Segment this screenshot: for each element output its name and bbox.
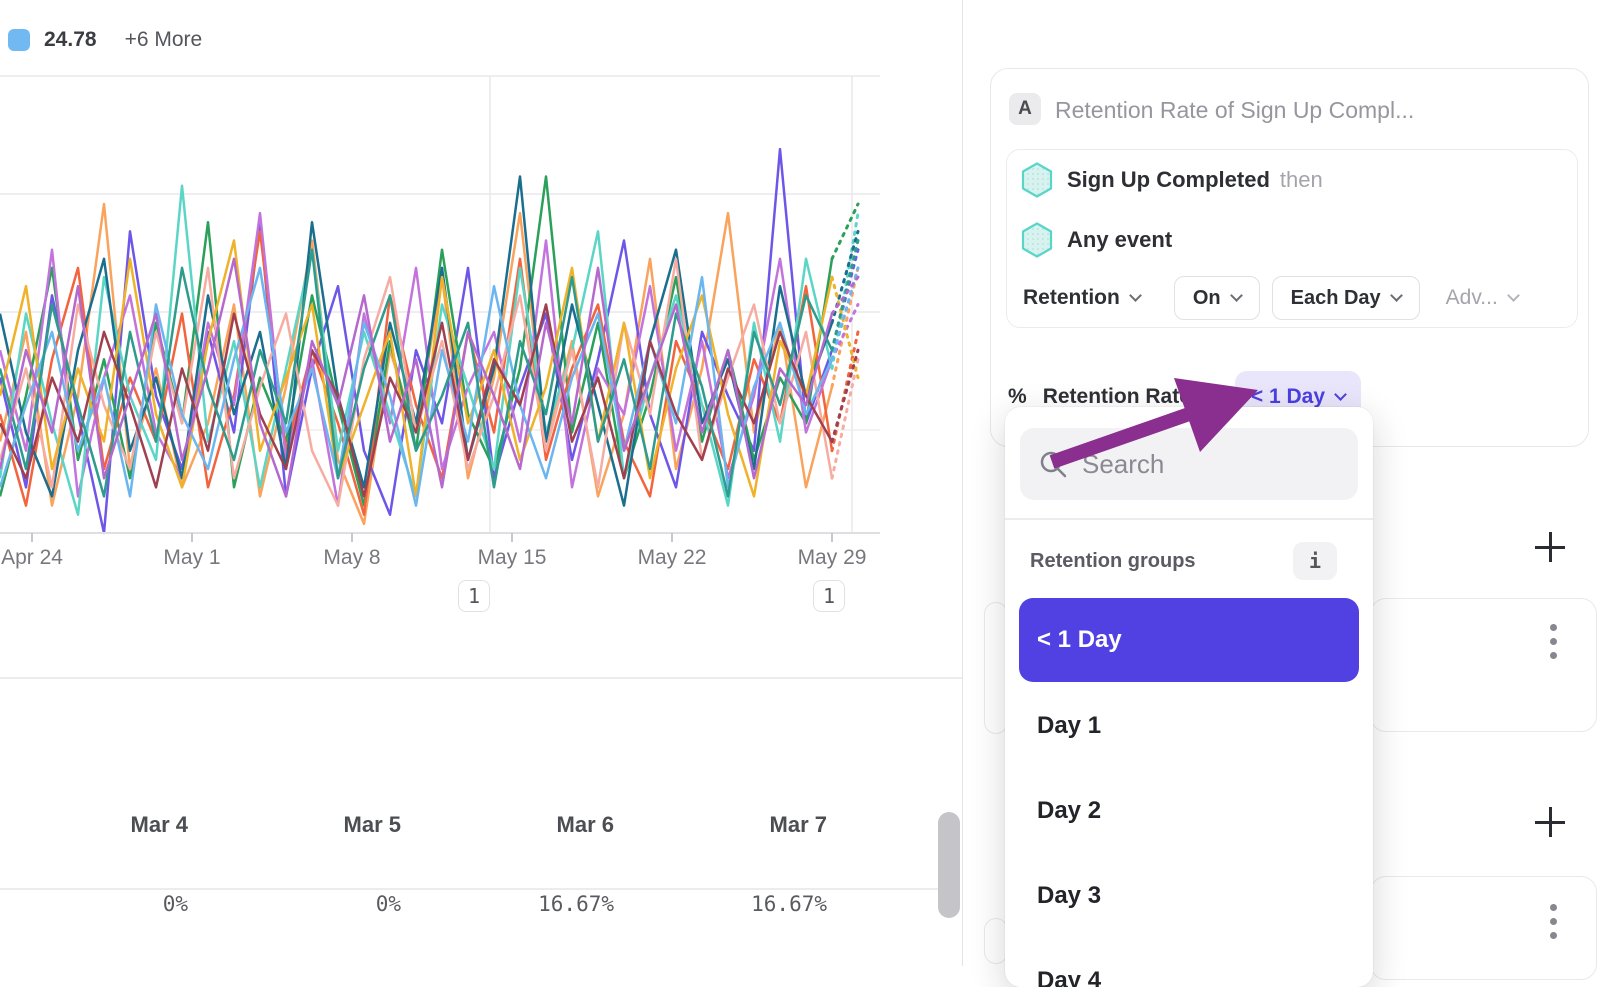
chevron-down-icon — [1334, 388, 1347, 401]
background-card-right-1 — [1370, 598, 1597, 732]
chart-line — [0, 211, 834, 507]
retention-group-option[interactable]: Day 1 — [1037, 711, 1102, 739]
advanced-dropdown[interactable]: Adv... — [1446, 286, 1520, 310]
page-button-2[interactable]: 1 — [813, 580, 845, 612]
event-name[interactable]: Sign Up Completed — [1067, 167, 1270, 192]
table-value-cell: 16.67% — [538, 892, 614, 916]
search-box[interactable] — [1020, 428, 1358, 500]
table-header-cell: Mar 7 — [769, 812, 827, 837]
x-axis-label: Apr 24 — [1, 546, 63, 569]
retention-group-option[interactable]: Day 3 — [1037, 881, 1102, 909]
search-input[interactable] — [1082, 448, 1312, 480]
chart-line-dotted-tail — [830, 275, 860, 316]
group-label: Retention groups — [1030, 550, 1196, 572]
add-metric-button[interactable] — [1532, 529, 1568, 565]
on-dropdown[interactable]: On — [1173, 276, 1260, 320]
chart-line — [0, 257, 834, 498]
event-row-1[interactable]: Sign Up Completed then — [1021, 162, 1323, 198]
retention-group-option[interactable]: < 1 Day — [1019, 598, 1359, 682]
dropdown-group-header: Retention groups i — [1005, 542, 1373, 588]
chart-section: 24.78 +6 More Apr 24 May 1 May 8 May 15 May … — [0, 0, 962, 918]
metric-letter-badge: A — [1009, 93, 1041, 125]
table-value-cell: 0% — [162, 892, 188, 916]
x-axis-label: May 8 — [323, 546, 381, 569]
legend-more-button[interactable]: +6 More — [124, 28, 203, 51]
retention-line-chart[interactable] — [0, 0, 880, 560]
chart-line-dotted-tail — [830, 357, 860, 480]
table-header-cell: Mar 6 — [556, 812, 614, 837]
event-block: Sign Up Completed then Any event Retentio… — [1006, 149, 1578, 328]
chart-line-dotted-tail — [830, 239, 860, 352]
event-name[interactable]: Any event — [1067, 227, 1173, 252]
chart-series-lines — [0, 147, 860, 535]
chevron-down-icon — [1229, 289, 1243, 302]
table-header-cell: Mar 5 — [343, 812, 401, 837]
x-axis-label: May 15 — [477, 546, 547, 569]
metric-title[interactable]: Retention Rate of Sign Up Compl... — [1055, 97, 1415, 123]
chevron-down-icon — [1389, 289, 1403, 302]
section-divider — [0, 677, 962, 679]
x-axis-ticks — [31, 533, 833, 542]
retention-group-option[interactable]: Day 2 — [1037, 796, 1102, 824]
measure-dropdown[interactable]: Retention Rate — [1042, 385, 1191, 408]
retention-group-dropdown: Retention groups i < 1 Day Day 1 Day 2 Day … — [1005, 407, 1373, 987]
table-value-cell: 0% — [375, 892, 401, 916]
then-label: then — [1279, 167, 1323, 192]
legend-series-value[interactable]: 24.78 — [44, 28, 97, 51]
retention-group-option[interactable]: Day 4 — [1037, 966, 1102, 987]
page-button-1[interactable]: 1 — [458, 580, 490, 612]
info-icon[interactable]: i — [1293, 542, 1337, 580]
kebab-menu-icon-2[interactable] — [1544, 898, 1563, 945]
x-axis-label: May 1 — [163, 546, 221, 569]
x-axis-label: May 29 — [797, 546, 867, 569]
chevron-down-icon — [1200, 388, 1213, 401]
retention-mode-dropdown[interactable]: Retention — [1023, 286, 1142, 310]
retention-controls: Retention On Each Day Adv... — [1023, 276, 1520, 320]
table-header-cell: Mar 4 — [130, 812, 188, 837]
search-icon — [1040, 451, 1067, 478]
chevron-down-icon — [1506, 289, 1520, 302]
metric-card: A Retention Rate of Sign Up Compl... Sig… — [990, 68, 1589, 447]
table-divider — [0, 888, 940, 890]
dropdown-item-list: < 1 Day Day 1 Day 2 Day 3 Day 4 — [1005, 598, 1373, 987]
dropdown-divider — [1005, 518, 1373, 520]
event-hexagon-icon — [1021, 162, 1053, 198]
vertical-scrollbar[interactable] — [938, 812, 960, 918]
event-row-2[interactable]: Any event — [1021, 222, 1172, 258]
add-metric-button-2[interactable] — [1532, 804, 1568, 840]
each-day-dropdown[interactable]: Each Day — [1271, 276, 1420, 320]
event-hexagon-icon — [1021, 222, 1053, 258]
chart-line-dotted-tail — [830, 348, 860, 444]
table-value-row: 0% 0% 16.67% 16.67% — [0, 892, 827, 916]
chart-line-dotted-tail — [830, 275, 860, 380]
chart-legend: 24.78 +6 More — [8, 28, 202, 52]
panel-divider — [962, 0, 964, 966]
legend-swatch — [8, 29, 30, 51]
table-value-cell: 16.67% — [751, 892, 827, 916]
table-header-row: Mar 4 Mar 5 Mar 6 Mar 7 — [0, 812, 827, 838]
chevron-down-icon — [1128, 289, 1142, 302]
percent-icon: % — [1008, 385, 1027, 408]
x-axis-label: May 22 — [637, 546, 707, 569]
kebab-menu-icon[interactable] — [1544, 618, 1563, 665]
chart-line — [0, 303, 834, 498]
chart-line-dotted-tail — [830, 202, 860, 261]
